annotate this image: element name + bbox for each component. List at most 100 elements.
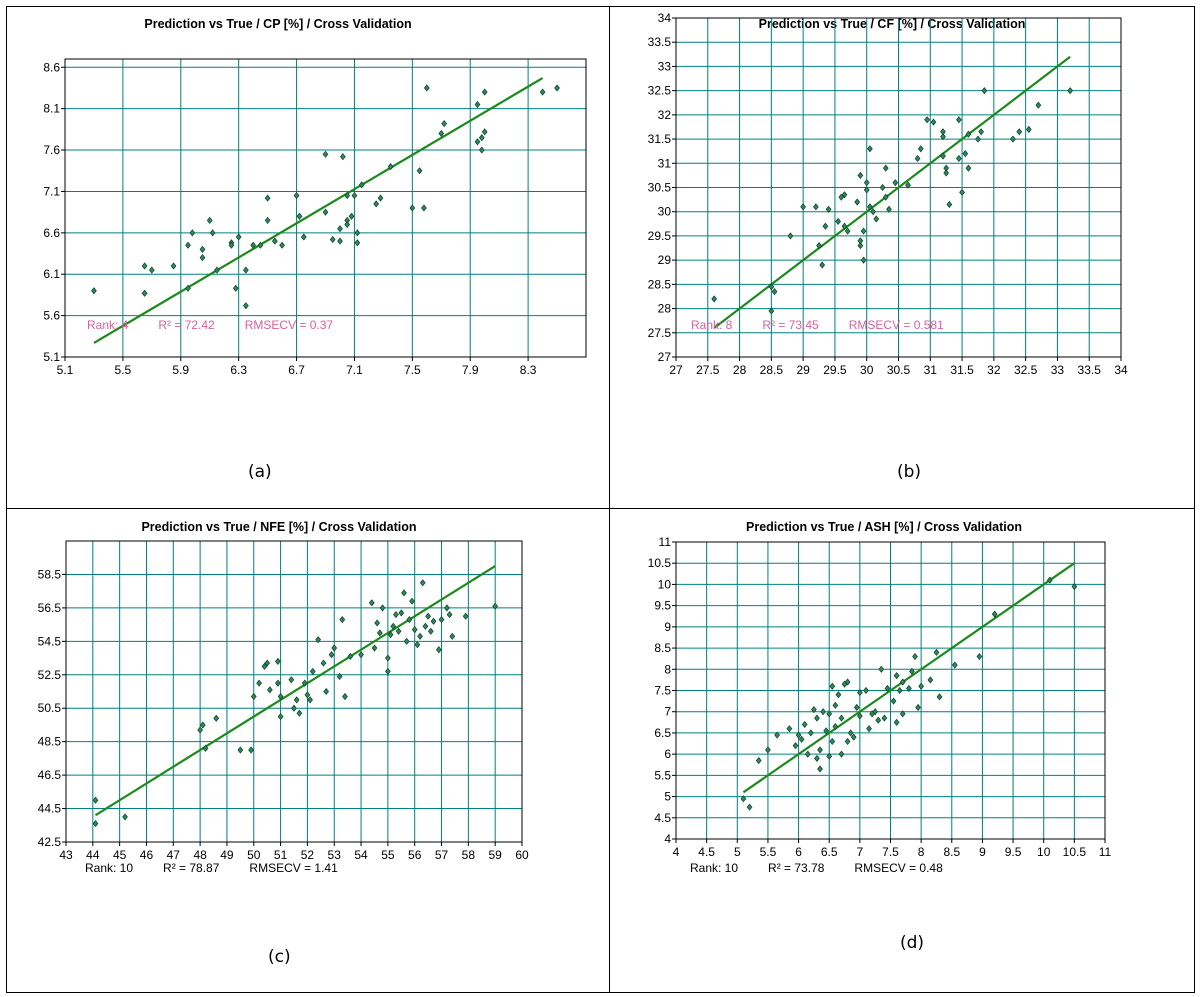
data-point xyxy=(328,651,335,659)
data-point xyxy=(385,654,391,662)
data-point xyxy=(878,665,885,673)
x-tick-label: 5.5 xyxy=(760,845,777,859)
y-tick-label: 29.5 xyxy=(648,229,672,243)
x-tick-label: 44 xyxy=(86,848,100,862)
data-point xyxy=(940,152,946,160)
data-point xyxy=(975,135,981,143)
x-tick-label: 6 xyxy=(795,845,802,859)
panel-d: Prediction vs True / ASH [%] / Cross Val… xyxy=(610,509,1195,993)
data-point xyxy=(838,750,845,758)
x-tick-label: 5.1 xyxy=(57,363,74,377)
data-point xyxy=(462,612,469,620)
data-point xyxy=(430,617,437,625)
x-tick-label: 10 xyxy=(1037,845,1051,859)
x-tick-label: 32.5 xyxy=(1014,363,1038,377)
data-point xyxy=(914,154,921,163)
data-point xyxy=(899,678,906,686)
data-point xyxy=(250,241,256,249)
data-point xyxy=(1025,125,1032,133)
data-point xyxy=(787,232,794,240)
data-point xyxy=(264,194,271,202)
data-point xyxy=(423,84,430,92)
data-point xyxy=(768,307,775,315)
data-point xyxy=(933,648,940,656)
stats-row: Rank: 8 R² = 73.45 RMSECV = 0.581 xyxy=(691,318,974,332)
chart-nfe: Prediction vs True / NFE [%] / Cross Val… xyxy=(38,520,529,862)
data-point xyxy=(940,133,946,141)
y-tick-label: 8.1 xyxy=(43,102,60,116)
regression-line xyxy=(93,77,544,344)
data-point xyxy=(344,192,351,200)
x-tick-label: 51 xyxy=(274,848,288,862)
data-point xyxy=(348,212,355,220)
y-tick-label: 33.5 xyxy=(648,35,672,49)
data-point xyxy=(740,795,747,803)
data-point xyxy=(264,659,271,667)
data-point xyxy=(417,632,423,640)
data-point xyxy=(416,167,423,175)
data-point xyxy=(844,227,851,235)
data-point xyxy=(771,288,778,296)
x-tick-label: 7.5 xyxy=(404,363,421,377)
data-point xyxy=(339,616,346,624)
rmsecv-label: RMSECV = 1.41 xyxy=(249,861,338,875)
data-point xyxy=(185,284,191,292)
data-point xyxy=(438,616,445,624)
data-point xyxy=(918,682,924,690)
y-tick-label: 5.6 xyxy=(43,309,60,323)
y-tick-label: 54.5 xyxy=(38,634,62,648)
data-point xyxy=(374,619,381,627)
data-point xyxy=(875,716,882,724)
data-point xyxy=(976,652,983,661)
data-point xyxy=(373,200,380,208)
data-point xyxy=(320,659,327,667)
data-point xyxy=(267,686,273,694)
x-tick-label: 4.5 xyxy=(698,845,715,859)
x-tick-label: 8 xyxy=(918,845,925,859)
rank-label: Rank: 10 xyxy=(690,861,739,875)
data-point xyxy=(291,704,297,712)
data-point xyxy=(354,229,361,237)
data-point xyxy=(406,616,413,624)
data-point xyxy=(1067,87,1073,95)
data-point xyxy=(315,636,321,644)
data-point xyxy=(411,626,418,634)
data-point xyxy=(835,217,841,225)
x-tick-label: 59 xyxy=(488,848,502,862)
data-point xyxy=(866,725,872,733)
data-point xyxy=(991,610,998,618)
data-point xyxy=(822,222,829,230)
data-point xyxy=(401,589,407,597)
data-point xyxy=(347,652,354,660)
data-point xyxy=(798,735,805,743)
x-tick-label: 6.7 xyxy=(288,363,305,377)
r2-label: R² = 73.45 xyxy=(762,318,819,332)
data-point xyxy=(539,88,546,96)
data-point xyxy=(422,622,429,630)
data-point xyxy=(820,708,826,716)
data-point xyxy=(322,150,329,158)
x-tick-label: 33.5 xyxy=(1078,363,1102,377)
y-tick-label: 30.5 xyxy=(648,181,672,195)
data-point xyxy=(331,644,338,652)
data-point xyxy=(936,693,943,701)
data-point xyxy=(358,181,365,189)
x-tick-label: 29 xyxy=(796,363,810,377)
data-point xyxy=(786,725,793,733)
x-tick-label: 28.5 xyxy=(760,363,784,377)
data-point xyxy=(275,657,281,665)
y-tick-label: 30 xyxy=(658,205,672,219)
data-point xyxy=(256,679,262,687)
data-point xyxy=(358,651,364,659)
data-point xyxy=(946,200,953,209)
x-tick-label: 46 xyxy=(140,848,154,862)
data-point xyxy=(860,227,867,235)
x-tick-label: 7 xyxy=(857,845,864,859)
data-point xyxy=(844,678,851,686)
data-point xyxy=(1016,128,1023,136)
data-point xyxy=(886,205,892,213)
y-tick-label: 29 xyxy=(658,253,672,267)
data-point xyxy=(261,662,268,670)
data-point xyxy=(801,720,808,729)
panel-caption: (d) xyxy=(900,933,925,953)
